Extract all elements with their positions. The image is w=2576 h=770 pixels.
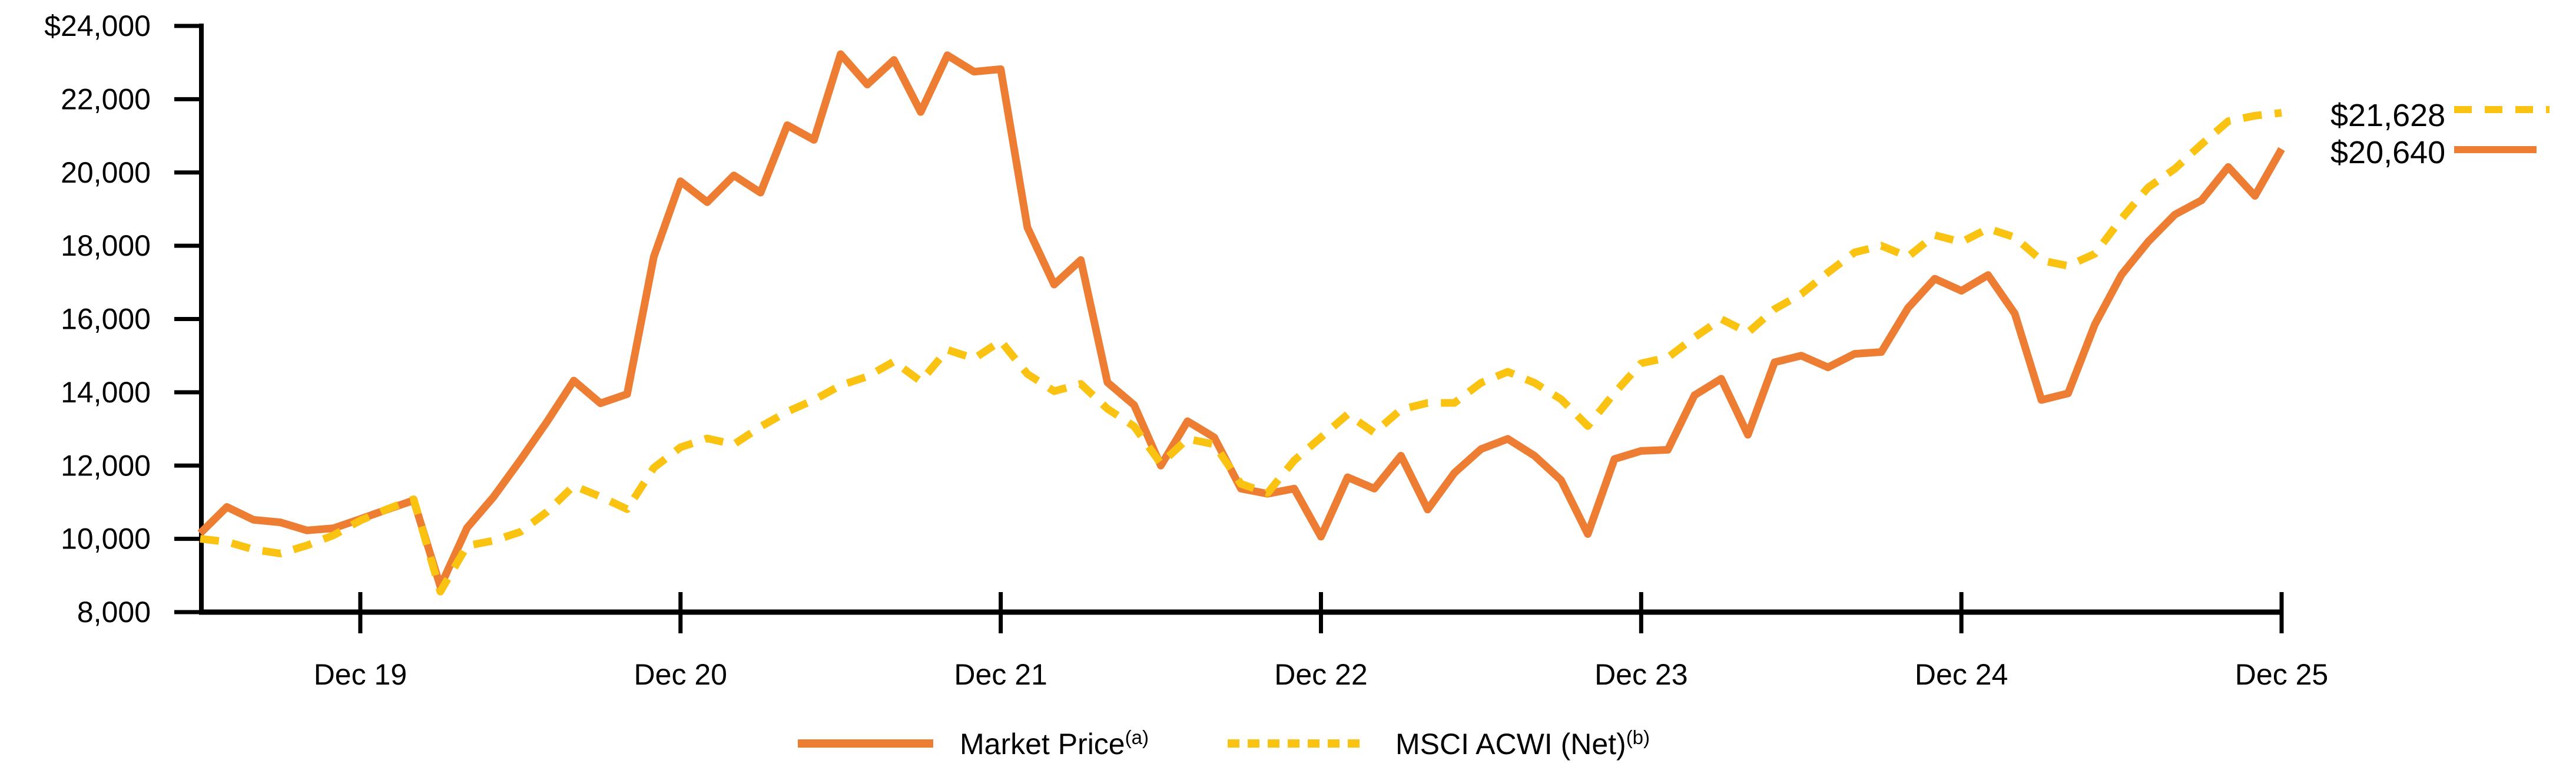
- x-tick-label: Dec 22: [1274, 658, 1367, 691]
- end-value-annotations: $21,628 $20,640: [2330, 98, 2550, 170]
- market-price-series-line: [197, 50, 2285, 590]
- legend-benchmark-superscript: (b): [1626, 726, 1650, 748]
- legend-market-price-label: Market Price(a): [960, 726, 1149, 761]
- y-tick-label: 16,000: [61, 303, 151, 336]
- y-tick-label: 20,000: [61, 156, 151, 189]
- benchmark-end-value: $21,628: [2330, 98, 2445, 133]
- y-tick-label: 14,000: [61, 376, 151, 409]
- legend-benchmark-label: MSCI ACWI (Net)(b): [1395, 726, 1650, 761]
- legend: Market Price(a) MSCI ACWI (Net)(b): [798, 726, 1650, 761]
- x-axis-ticks: Dec 19 Dec 20 Dec 21 Dec 22 Dec 23 Dec 24 Dec …: [314, 592, 2328, 691]
- y-tick-label: $24,000: [44, 9, 151, 42]
- x-tick-label: Dec 21: [954, 658, 1047, 691]
- legend-market-price-superscript: (a): [1125, 726, 1149, 748]
- y-axis-ticks: $24,000 22,000 20,000 18,000 16,000 14,000 12,…: [44, 9, 203, 629]
- y-tick-label: 10,000: [61, 523, 151, 556]
- x-tick-label: Dec 24: [1915, 658, 2008, 691]
- y-tick-label: 8,000: [77, 596, 151, 629]
- market-price-end-value: $20,640: [2330, 135, 2445, 170]
- x-tick-label: Dec 20: [634, 658, 727, 691]
- x-tick-label: Dec 19: [314, 658, 407, 691]
- benchmark-series-line: [200, 109, 2282, 596]
- y-tick-label: 22,000: [61, 82, 151, 115]
- legend-market-price-text: Market Price: [960, 728, 1125, 761]
- x-tick-label: Dec 23: [1594, 658, 1688, 691]
- x-tick-label: Dec 25: [2235, 658, 2328, 691]
- y-tick-label: 18,000: [61, 229, 151, 262]
- series-lines: [197, 50, 2285, 596]
- y-tick-label: 12,000: [61, 449, 151, 482]
- legend-benchmark-text: MSCI ACWI (Net): [1395, 728, 1626, 761]
